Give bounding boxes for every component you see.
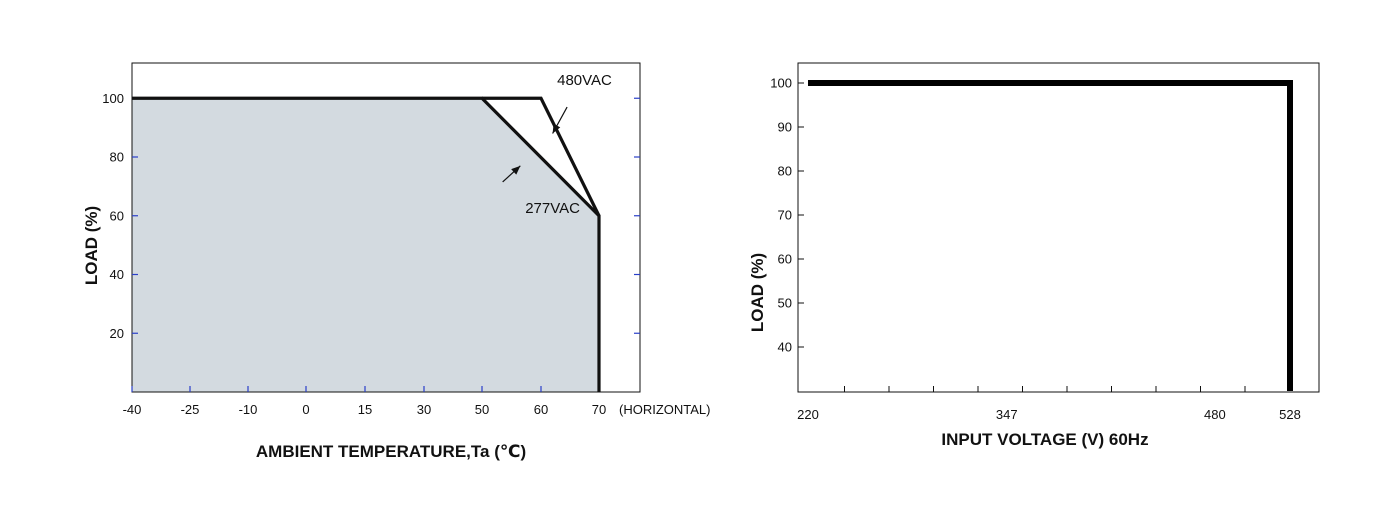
y-axis-title: LOAD (%) [748, 253, 767, 332]
operating-area-fill [132, 98, 599, 392]
y-tick-label: 40 [110, 267, 124, 282]
x-tick-label: -25 [181, 402, 200, 417]
y-tick-label: 80 [778, 164, 792, 179]
y-tick-label: 90 [778, 120, 792, 135]
y-axis-title: LOAD (%) [82, 206, 101, 285]
y-tick-label: 80 [110, 150, 124, 165]
x-axis-title: INPUT VOLTAGE (V) 60Hz [941, 430, 1148, 449]
x-tick-label: 0 [302, 402, 309, 417]
plot-frame [797, 62, 1320, 393]
x-tick-label: -10 [239, 402, 258, 417]
series-line [808, 80, 1293, 391]
y-tick-label: 70 [778, 208, 792, 223]
x-tick-label: 70 [592, 402, 606, 417]
x-tick-label: 220 [797, 407, 819, 422]
x-tick-label: -40 [123, 402, 142, 417]
plot-frame [131, 62, 641, 393]
series-annotation: 480VAC [557, 72, 612, 89]
x-tick-label: 528 [1279, 407, 1301, 422]
temperature-derating-chart: 20 40 60 80 100 -40 -25 -10 0 15 30 50 60 70 (HORIZONT… [82, 62, 710, 461]
series-line [132, 96, 601, 392]
input-voltage-derating-chart: 40 50 60 70 80 90 100 220 347 480 528 INPUT VOLTAGE… [748, 62, 1320, 449]
x-axis-orientation-label: (HORIZONTAL) [619, 402, 710, 417]
y-tick-label: 40 [778, 340, 792, 355]
series-annotation: 277VAC [525, 200, 580, 217]
y-tick-label: 100 [102, 91, 124, 106]
y-tick-label: 50 [778, 296, 792, 311]
y-tick-label: 60 [778, 252, 792, 267]
y-tick-label: 100 [770, 76, 792, 91]
y-tick-label: 20 [110, 326, 124, 341]
annotation-arrowhead [552, 123, 561, 134]
series-line [482, 96, 601, 217]
x-tick-label: 480 [1204, 407, 1226, 422]
x-tick-label: 347 [996, 407, 1018, 422]
x-tick-label: 50 [475, 402, 489, 417]
y-tick-label: 60 [110, 208, 124, 223]
x-tick-label: 30 [417, 402, 431, 417]
x-axis-title: AMBIENT TEMPERATURE,Ta (℃) [256, 442, 526, 461]
x-tick-label: 60 [534, 402, 548, 417]
annotation-arrowhead [511, 165, 521, 175]
x-tick-label: 15 [358, 402, 372, 417]
